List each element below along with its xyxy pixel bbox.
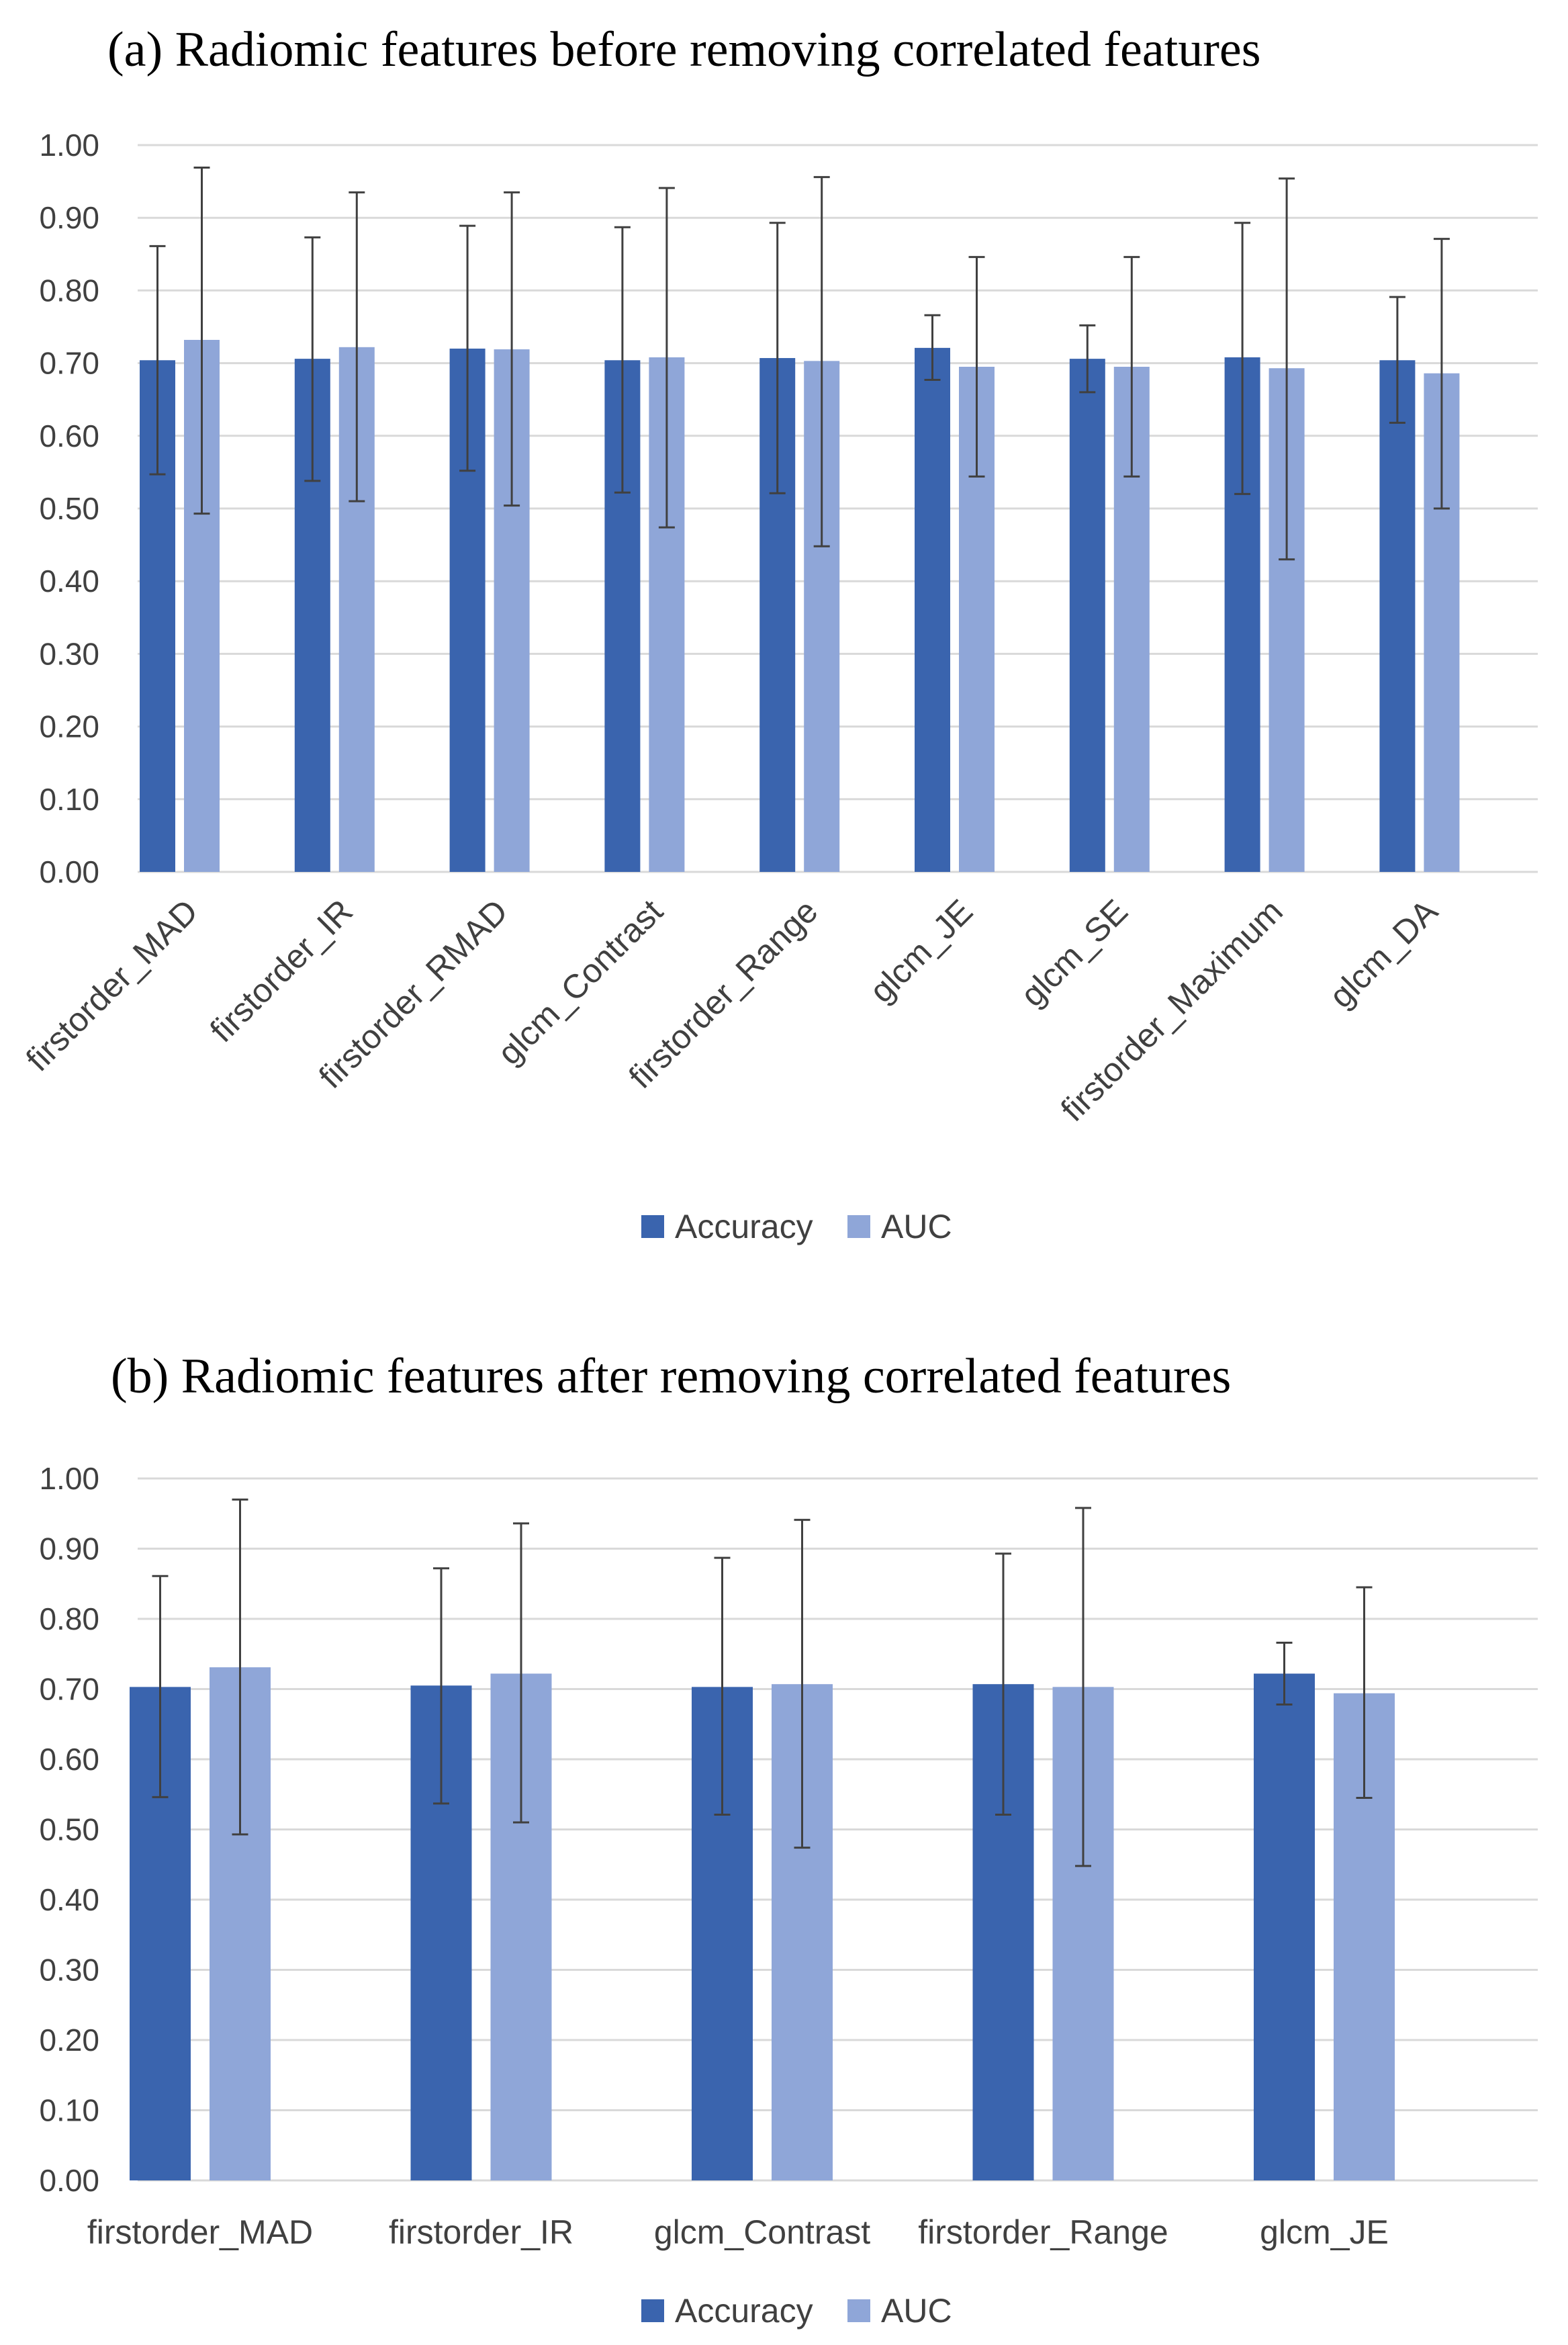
y-tick-label: 0.70: [39, 1672, 99, 1707]
y-tick-label: 0.80: [39, 1601, 99, 1636]
legend-swatch-accuracy: [641, 1215, 664, 1238]
bar-accuracy: [1379, 360, 1416, 872]
x-tick-label: glcm_SE: [1013, 892, 1135, 1014]
x-tick-label: glcm_Contrast: [654, 2213, 870, 2251]
chart-b-title: (b) Radiomic features after removing cor…: [111, 1349, 1231, 1404]
y-tick-label: 0.60: [39, 418, 99, 453]
y-tick-label: 1.00: [39, 1461, 99, 1496]
y-tick-label: 0.20: [39, 2023, 99, 2058]
legend-label-accuracy: Accuracy: [675, 1208, 813, 1245]
y-tick-label: 0.00: [39, 2163, 99, 2198]
y-tick-label: 0.10: [39, 2093, 99, 2128]
bar-accuracy: [1254, 1673, 1315, 2180]
y-tick-label: 0.20: [39, 709, 99, 744]
chart-b: (b) Radiomic features after removing cor…: [39, 1349, 1538, 2330]
chart-a: (a) Radiomic features before removing co…: [19, 22, 1538, 1245]
y-tick-label: 0.10: [39, 782, 99, 817]
legend-swatch-auc: [847, 1215, 870, 1238]
x-tick-label: glcm_Contrast: [490, 892, 670, 1072]
y-tick-label: 0.00: [39, 854, 99, 889]
y-tick-label: 0.50: [39, 1812, 99, 1847]
y-tick-label: 0.30: [39, 1953, 99, 1988]
x-tick-label: glcm_JE: [862, 892, 980, 1010]
x-tick-label: firstorder_MAD: [19, 892, 205, 1078]
x-tick-label: firstorder_IR: [203, 892, 360, 1049]
legend-swatch-auc: [847, 2299, 870, 2322]
x-tick-label: firstorder_MAD: [87, 2213, 313, 2251]
legend-label-auc: AUC: [881, 1208, 952, 1245]
y-tick-label: 0.90: [39, 1532, 99, 1566]
y-tick-label: 0.60: [39, 1742, 99, 1777]
legend-label-accuracy: Accuracy: [675, 2292, 813, 2330]
bar-accuracy: [915, 347, 950, 872]
y-tick-label: 1.00: [39, 128, 99, 163]
chart-a-title: (a) Radiomic features before removing co…: [107, 22, 1261, 77]
y-tick-label: 0.30: [39, 636, 99, 671]
y-tick-label: 0.70: [39, 346, 99, 381]
y-tick-label: 0.80: [39, 273, 99, 308]
y-tick-label: 0.50: [39, 491, 99, 526]
bar-accuracy: [1069, 359, 1105, 872]
y-tick-label: 0.40: [39, 1882, 99, 1917]
y-tick-label: 0.40: [39, 564, 99, 599]
legend-swatch-accuracy: [641, 2299, 664, 2322]
x-tick-label: glcm_JE: [1260, 2213, 1389, 2251]
legend-label-auc: AUC: [881, 2292, 952, 2330]
x-tick-label: firstorder_Range: [918, 2213, 1168, 2251]
y-tick-label: 0.90: [39, 200, 99, 235]
x-tick-label: glcm_DA: [1322, 892, 1445, 1015]
x-tick-label: firstorder_IR: [389, 2213, 573, 2251]
